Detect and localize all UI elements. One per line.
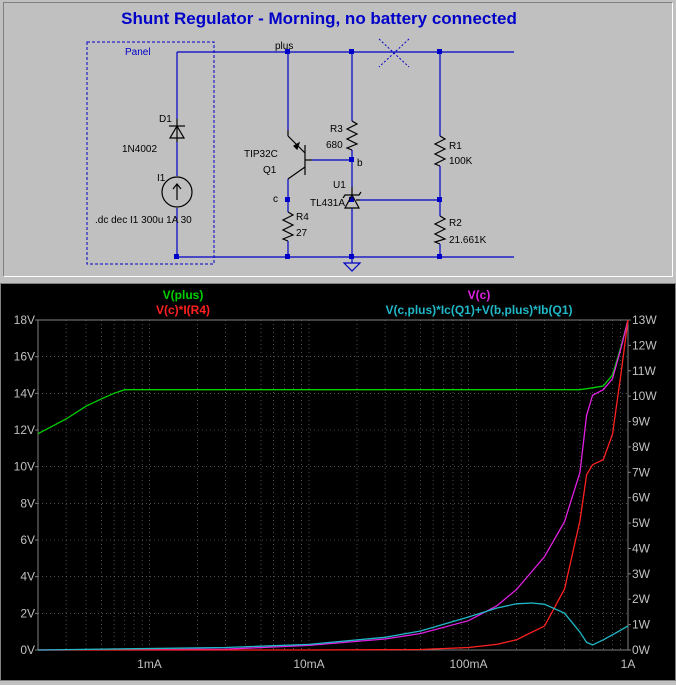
r4-value: 27 — [296, 228, 308, 239]
left-tick-label: 6V — [20, 533, 35, 547]
left-tick-label: 10V — [14, 460, 35, 474]
net-label-c[interactable]: c — [273, 194, 278, 205]
panel-box[interactable] — [86, 41, 215, 265]
r1-ref: R1 — [449, 141, 462, 152]
current-source-i1[interactable] — [161, 176, 193, 208]
left-tick-label: 8V — [20, 496, 35, 510]
ground-icon[interactable] — [342, 262, 362, 272]
legend-entry: V(c,plus)*Ic(Q1)+V(b,plus)*Ib(Q1) — [385, 303, 572, 317]
resistor-r3[interactable] — [345, 120, 359, 151]
r3-value: 680 — [326, 140, 343, 151]
legend-entry: V(plus) — [163, 288, 204, 302]
d1-ref: D1 — [159, 114, 172, 125]
x-tick-label: 100mA — [449, 657, 487, 671]
r2-value: 21.661K — [449, 235, 487, 246]
left-tick-label: 2V — [20, 606, 35, 620]
grid — [37, 319, 629, 651]
legend: V(plus) V(c) V(c)*I(R4) V(c,plus)*Ic(Q1)+V(… — [156, 288, 573, 317]
series-line — [37, 319, 629, 651]
schematic-svg: Shunt Regulator - Morning, no battery co… — [86, 9, 517, 272]
resistor-r2[interactable] — [433, 215, 447, 245]
r2-ref: R2 — [449, 218, 462, 229]
net-label-plus[interactable]: plus — [275, 41, 293, 52]
right-tick-label: 3W — [632, 567, 651, 581]
right-tick-label: 9W — [632, 415, 651, 429]
schematic-title: Shunt Regulator - Morning, no battery co… — [121, 9, 517, 28]
x-tick-label: 1A — [621, 657, 636, 671]
left-tick-label: 14V — [14, 386, 35, 400]
wires — [176, 51, 514, 263]
cross-mark[interactable] — [378, 38, 410, 68]
left-tick-label: 12V — [14, 423, 35, 437]
r4-ref: R4 — [296, 212, 309, 223]
left-tick-label: 16V — [14, 350, 35, 364]
series-line — [38, 319, 629, 651]
net-label-b[interactable]: b — [357, 158, 363, 169]
right-tick-label: 12W — [632, 338, 657, 352]
left-tick-label: 4V — [20, 570, 35, 584]
series-line — [37, 602, 629, 651]
axes: 0V 2V 4V 6V 8V 10V 12V 14V 16V 18V 0W 1W 2W 3W 4W 5W 6W 7… — [14, 313, 658, 671]
u1-ref: U1 — [333, 180, 346, 191]
right-tick-label: 2W — [632, 592, 651, 606]
plot-frame — [37, 319, 629, 651]
i1-value: .dc dec I1 300u 1A 30 — [95, 215, 192, 226]
series-line — [37, 319, 629, 435]
q1-ref: Q1 — [263, 165, 277, 176]
r3-ref: R3 — [330, 124, 343, 135]
right-tick-label: 0W — [632, 643, 651, 657]
resistor-r1[interactable] — [433, 135, 447, 167]
right-tick-label: 10W — [632, 389, 657, 403]
legend-entry: V(c)*I(R4) — [156, 303, 210, 317]
legend-entry: V(c) — [468, 288, 491, 302]
diode-d1[interactable] — [168, 119, 186, 142]
x-tick-label: 1mA — [137, 657, 162, 671]
right-tick-label: 6W — [632, 491, 651, 505]
r1-value: 100K — [449, 156, 473, 167]
right-tick-label: 5W — [632, 516, 651, 530]
u1-value: TL431A — [310, 198, 345, 209]
traces — [37, 319, 629, 651]
x-tick-label: 10mA — [293, 657, 324, 671]
right-tick-label: 11W — [632, 364, 656, 378]
waveform-plot-pane[interactable]: 0V 2V 4V 6V 8V 10V 12V 14V 16V 18V 0W 1W 2W 3W 4W 5W 6W 7… — [0, 283, 676, 681]
shunt-reference-u1[interactable] — [342, 187, 362, 209]
right-tick-label: 4W — [632, 541, 651, 555]
right-tick-label: 8W — [632, 440, 651, 454]
right-tick-label: 1W — [632, 618, 651, 632]
resistor-r4[interactable] — [281, 211, 295, 242]
d1-value: 1N4002 — [122, 144, 157, 155]
transistor-q1[interactable] — [287, 130, 312, 180]
schematic-pane[interactable]: Shunt Regulator - Morning, no battery co… — [0, 0, 676, 281]
junction-dots — [174, 49, 442, 259]
panel-label: Panel — [125, 47, 151, 58]
left-tick-label: 18V — [14, 313, 35, 327]
i1-ref: I1 — [157, 173, 166, 184]
q1-value: TIP32C — [244, 149, 278, 160]
right-tick-label: 7W — [632, 465, 651, 479]
schematic-canvas[interactable]: Shunt Regulator - Morning, no battery co… — [3, 2, 673, 277]
left-tick-label: 0V — [20, 643, 35, 657]
right-tick-label: 13W — [632, 313, 657, 327]
waveform-chart[interactable]: 0V 2V 4V 6V 8V 10V 12V 14V 16V 18V 0W 1W 2W 3W 4W 5W 6W 7… — [1, 284, 675, 680]
